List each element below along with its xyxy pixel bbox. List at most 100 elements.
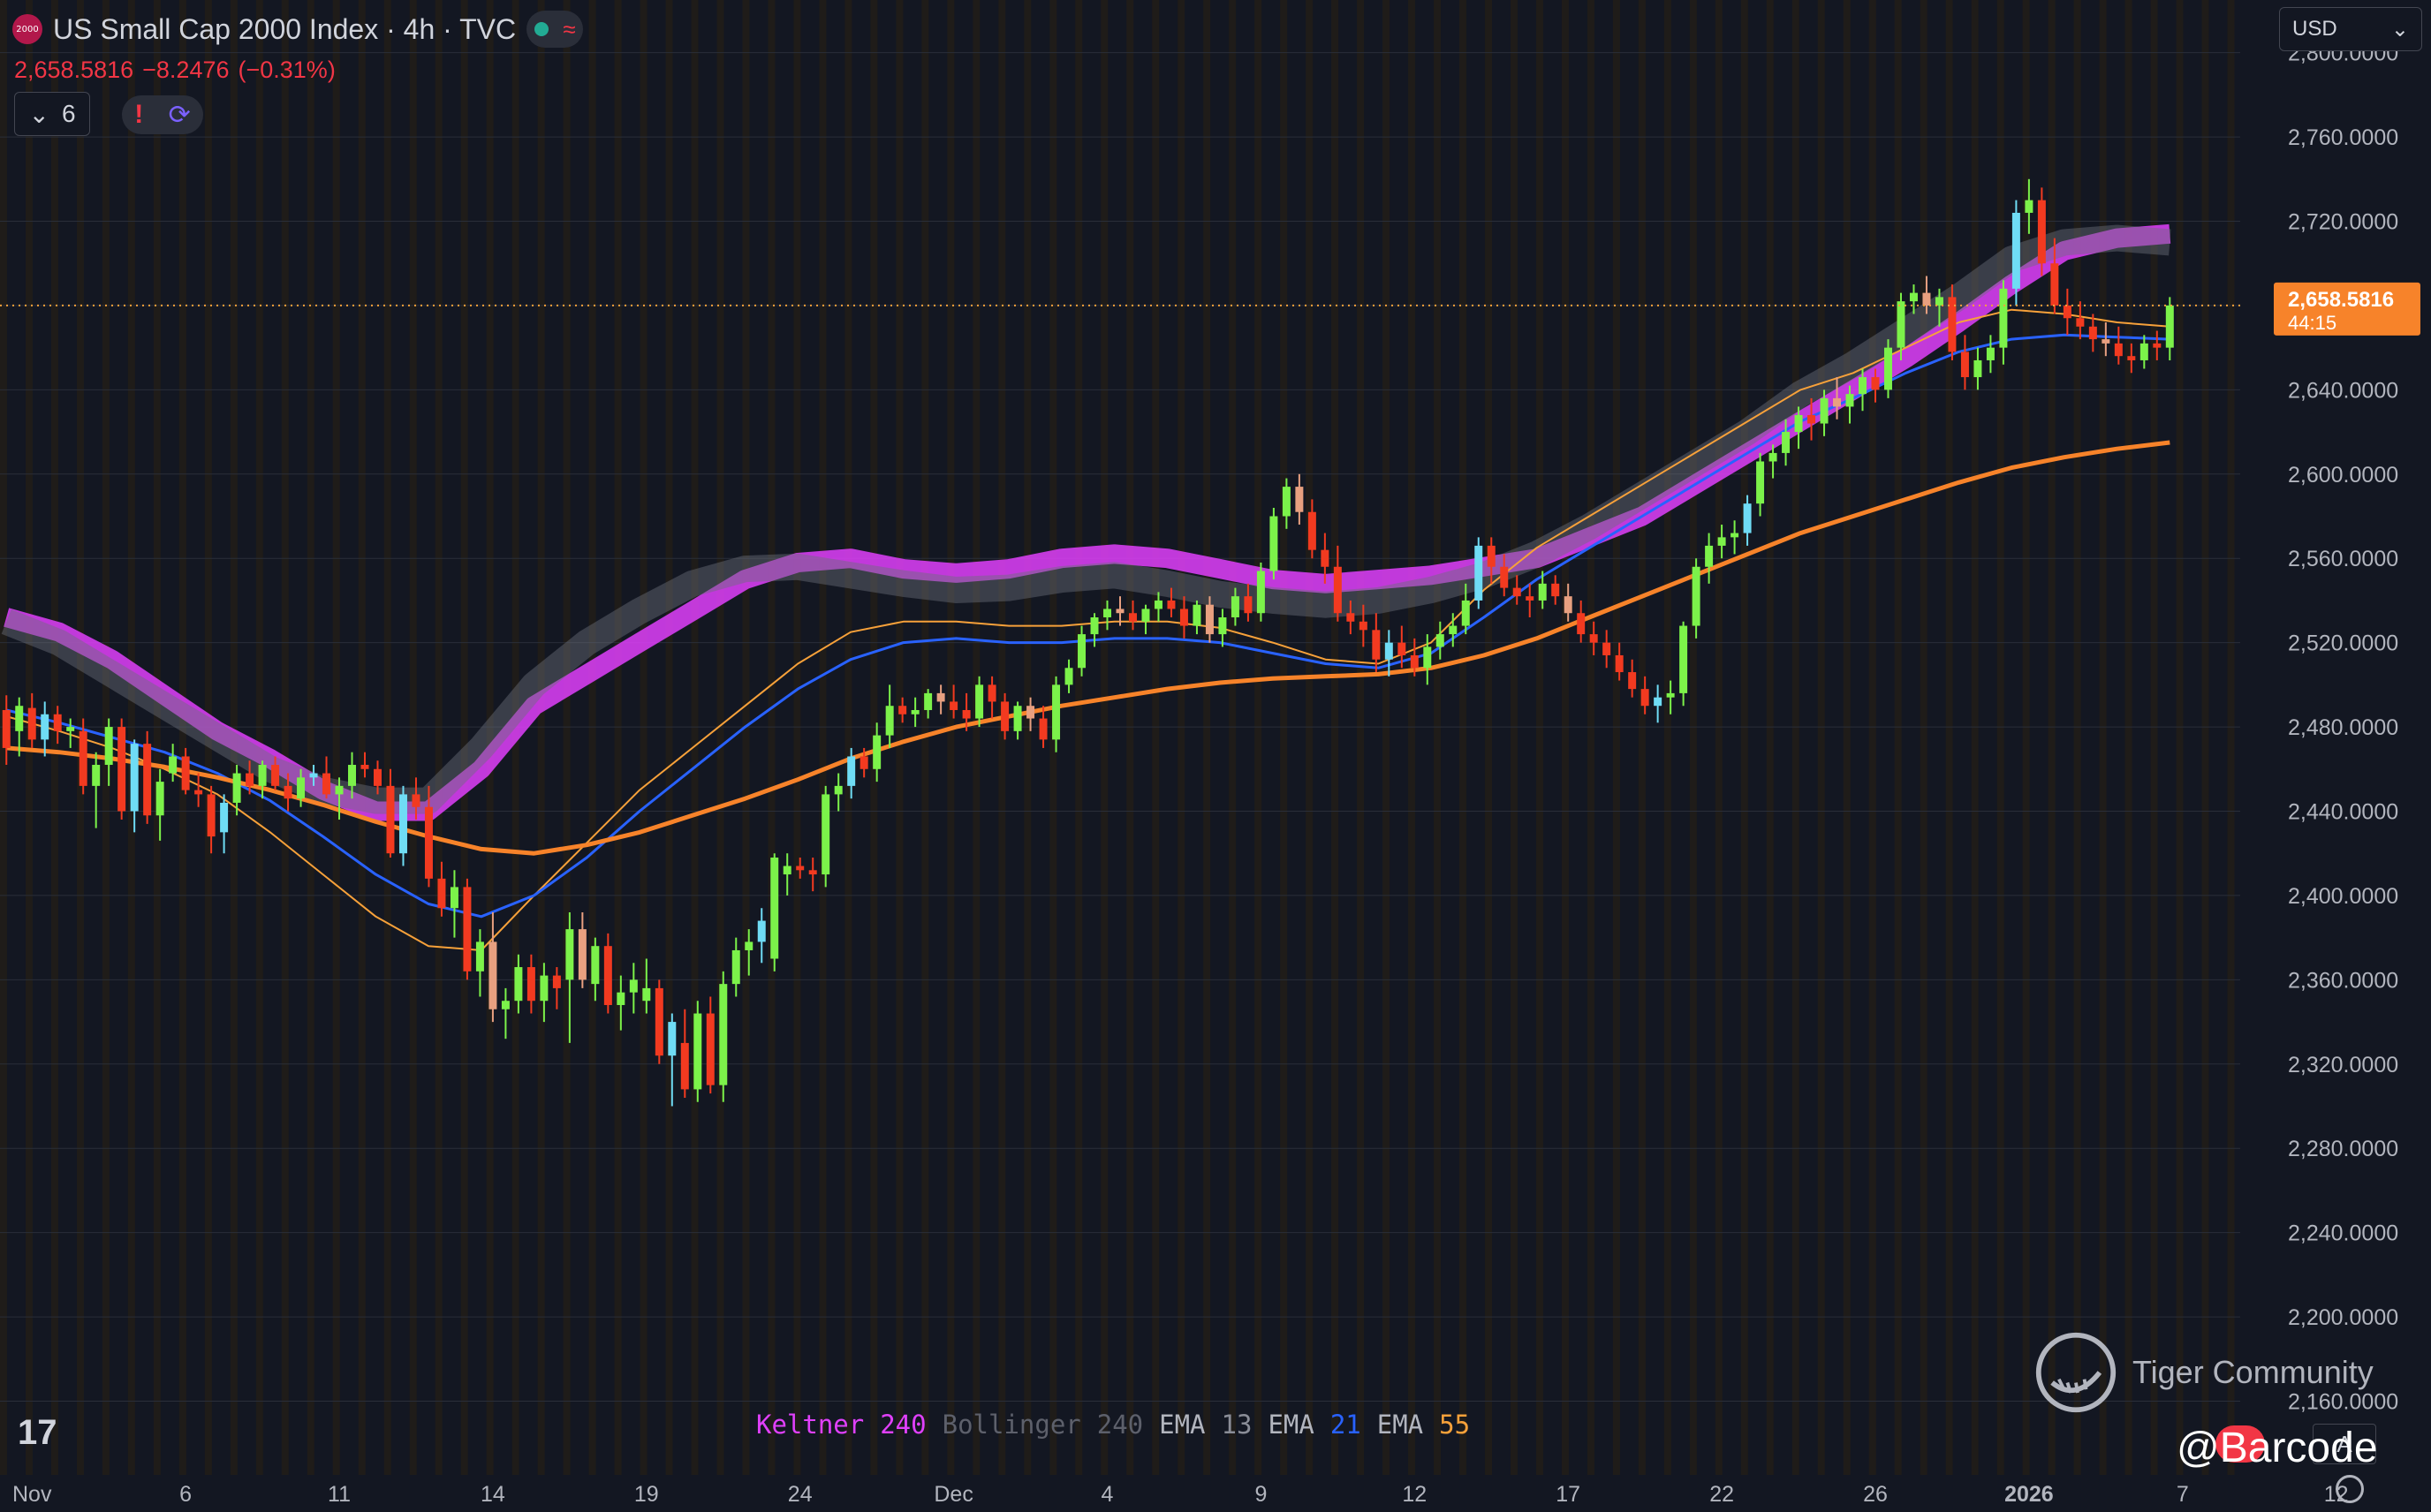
- auto-scale-button[interactable]: A: [2313, 1424, 2376, 1464]
- candle-body: [1359, 621, 1367, 631]
- session-stripe: [1740, 0, 1748, 1475]
- candle-body: [1423, 646, 1432, 669]
- candle-body: [374, 768, 382, 786]
- data-status-pill[interactable]: ! ⟳: [122, 95, 203, 134]
- session-stripe: [1817, 0, 1825, 1475]
- session-stripe: [1152, 0, 1160, 1475]
- session-stripe: [2150, 0, 2158, 1475]
- author-handle: @Barcode: [2177, 1425, 2378, 1471]
- candle-body: [1231, 596, 1239, 618]
- session-stripe: [537, 0, 545, 1475]
- candle-body: [1078, 634, 1087, 669]
- grid-lines: [0, 52, 2240, 1402]
- session-stripe: [947, 0, 955, 1475]
- legend-name[interactable]: Keltner: [756, 1410, 865, 1440]
- session-stripe: [896, 0, 904, 1475]
- candle-body: [437, 878, 446, 909]
- flag-icon[interactable]: [2215, 1425, 2265, 1463]
- symbol-header[interactable]: 2000 US Small Cap 2000 Index · 4h · TVC …: [12, 11, 584, 48]
- candle-body: [1346, 613, 1355, 622]
- session-stripe: [1280, 0, 1288, 1475]
- session-stripe: [2073, 0, 2081, 1475]
- candle-body: [1410, 654, 1419, 669]
- session-stripe: [2201, 0, 2209, 1475]
- session-stripe: [2176, 0, 2184, 1475]
- candle-body: [1973, 359, 1982, 378]
- candle-body: [104, 727, 113, 766]
- tradingview-logo-icon[interactable]: 17: [18, 1413, 57, 1452]
- candle-body: [1064, 668, 1073, 685]
- legend-name[interactable]: EMA: [1376, 1410, 1424, 1440]
- candle-body: [885, 706, 894, 736]
- candle-body: [1717, 537, 1726, 546]
- x-tick-label: 24: [788, 1482, 813, 1507]
- y-tick-label: 2,440.0000: [2288, 800, 2398, 825]
- session-stripe: [1868, 0, 1876, 1475]
- session-stripe: [563, 0, 571, 1475]
- candle-body: [1244, 596, 1253, 614]
- candle-body: [629, 979, 638, 993]
- candle-body: [1001, 701, 1010, 731]
- session-stripe: [204, 0, 212, 1475]
- session-stripe: [1766, 0, 1774, 1475]
- session-stripe: [1791, 0, 1799, 1475]
- y-tick-label: 2,320.0000: [2288, 1053, 2398, 1077]
- candle-body: [322, 773, 331, 795]
- candle-body: [706, 1013, 715, 1085]
- market-status-pill[interactable]: ≈: [526, 11, 584, 48]
- candle-body: [962, 709, 971, 719]
- market-open-icon: [534, 22, 549, 36]
- session-stripe: [1075, 0, 1083, 1475]
- y-tick-label: 2,560.0000: [2288, 547, 2398, 571]
- session-stripe: [1945, 0, 1953, 1475]
- session-stripe: [588, 0, 596, 1475]
- candle-body: [1013, 706, 1022, 731]
- session-stripe: [1101, 0, 1109, 1475]
- symbol-logo: 2000: [12, 14, 42, 44]
- currency-select[interactable]: USD ⌄: [2279, 7, 2422, 51]
- tiger-logo-icon: [2035, 1332, 2117, 1413]
- session-stripe: [2099, 0, 2107, 1475]
- candle-body: [1692, 566, 1700, 626]
- series-line-ema-13: [5, 308, 2170, 951]
- legend-name[interactable]: Bollinger: [942, 1410, 1081, 1440]
- legend-value: 13: [1221, 1410, 1253, 1440]
- symbol-title[interactable]: US Small Cap 2000 Index · 4h · TVC: [53, 12, 517, 45]
- session-stripe: [2124, 0, 2132, 1475]
- session-stripe: [1996, 0, 2004, 1475]
- candle-body: [309, 773, 318, 778]
- currency-label: USD: [2292, 17, 2337, 41]
- candle-body: [1654, 697, 1662, 707]
- candle-body: [847, 756, 856, 786]
- candle-body: [1282, 487, 1291, 517]
- settings-icon[interactable]: [2336, 1475, 2364, 1503]
- candle-body: [271, 765, 280, 786]
- session-stripe: [640, 0, 648, 1475]
- candle-body: [1090, 617, 1099, 635]
- sync-icon: ⟳: [168, 100, 191, 130]
- candle-body: [1602, 642, 1611, 655]
- session-stripe: [1459, 0, 1466, 1475]
- candle-body: [975, 684, 984, 719]
- session-stripe: [1434, 0, 1442, 1475]
- candle-body: [936, 692, 945, 702]
- candle-body: [796, 866, 805, 871]
- candle-body: [1640, 689, 1649, 707]
- legend-name[interactable]: EMA: [1159, 1410, 1206, 1440]
- candle-body: [924, 692, 933, 710]
- legend-value: 55: [1439, 1410, 1471, 1440]
- candle-body: [1116, 609, 1125, 614]
- legend-name[interactable]: EMA: [1268, 1410, 1314, 1440]
- candle-body: [1756, 461, 1765, 504]
- candle-body: [1999, 288, 2008, 348]
- price-change-pct: (−0.31%): [238, 57, 336, 83]
- indicators-toggle-button[interactable]: ⌄ 6: [14, 92, 90, 136]
- x-tick-label: 26: [1863, 1482, 1888, 1507]
- session-stripe: [2227, 0, 2235, 1475]
- candle-body: [808, 870, 817, 875]
- candle-body: [1859, 377, 1867, 395]
- candle-body: [617, 992, 625, 1005]
- candle-body: [2063, 305, 2071, 319]
